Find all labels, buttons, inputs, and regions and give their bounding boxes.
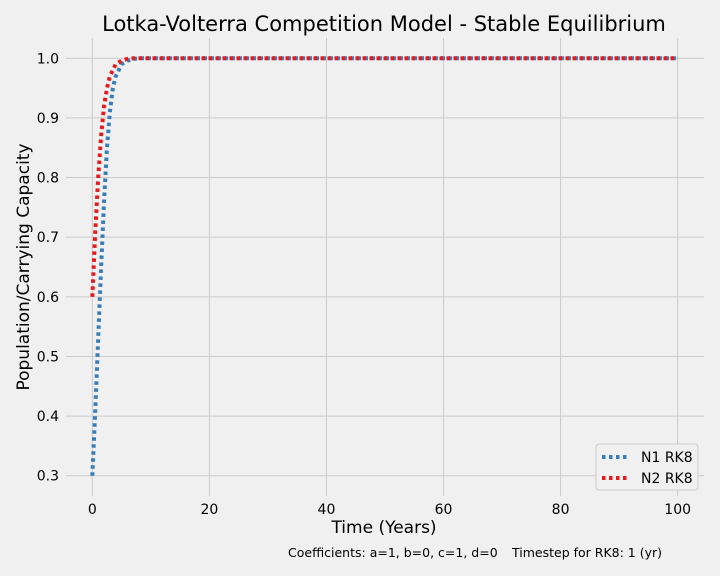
y-tick-label: 0.3 [37, 469, 59, 485]
legend-box [595, 443, 699, 491]
x-tick-label: 40 [318, 502, 336, 518]
chart-title: Lotka-Volterra Competition Model - Stabl… [102, 12, 666, 36]
x-tick-label: 80 [552, 502, 570, 518]
legend: N1 RK8 N2 RK8 [595, 443, 699, 491]
y-tick-label: 0.7 [37, 230, 59, 246]
x-axis-label: Time (Years) [330, 518, 436, 538]
legend-label-2: N2 RK8 [641, 471, 693, 487]
timestep-note: Timestep for RK8: 1 (yr) [511, 545, 662, 560]
x-tick-label: 20 [200, 502, 218, 518]
legend-label-1: N1 RK8 [641, 450, 693, 466]
y-axis-label: Population/Carrying Capacity [14, 143, 34, 390]
y-tick-label: 0.9 [37, 111, 59, 127]
gridlines [66, 38, 704, 496]
x-tick-label: 100 [664, 502, 691, 518]
coefficients-note: Coefficients: a=1, b=0, c=1, d=0 [288, 545, 498, 560]
y-tick-label: 0.8 [37, 171, 59, 187]
series-lines [90, 56, 678, 476]
y-tick-label: 0.4 [37, 409, 59, 425]
y-tick-label: 1.0 [37, 51, 59, 67]
series-line-1 [90, 56, 678, 476]
y-tick-label: 0.5 [37, 349, 59, 365]
x-tick-label: 60 [435, 502, 453, 518]
series-line-2 [90, 56, 678, 297]
tick-labels: 0 20 40 60 80 100 0.3 0.4 0.5 0.6 0.7 0.8 0.9 1.0 [37, 51, 691, 518]
x-tick-label: 0 [88, 502, 97, 518]
y-tick-label: 0.6 [37, 290, 59, 306]
